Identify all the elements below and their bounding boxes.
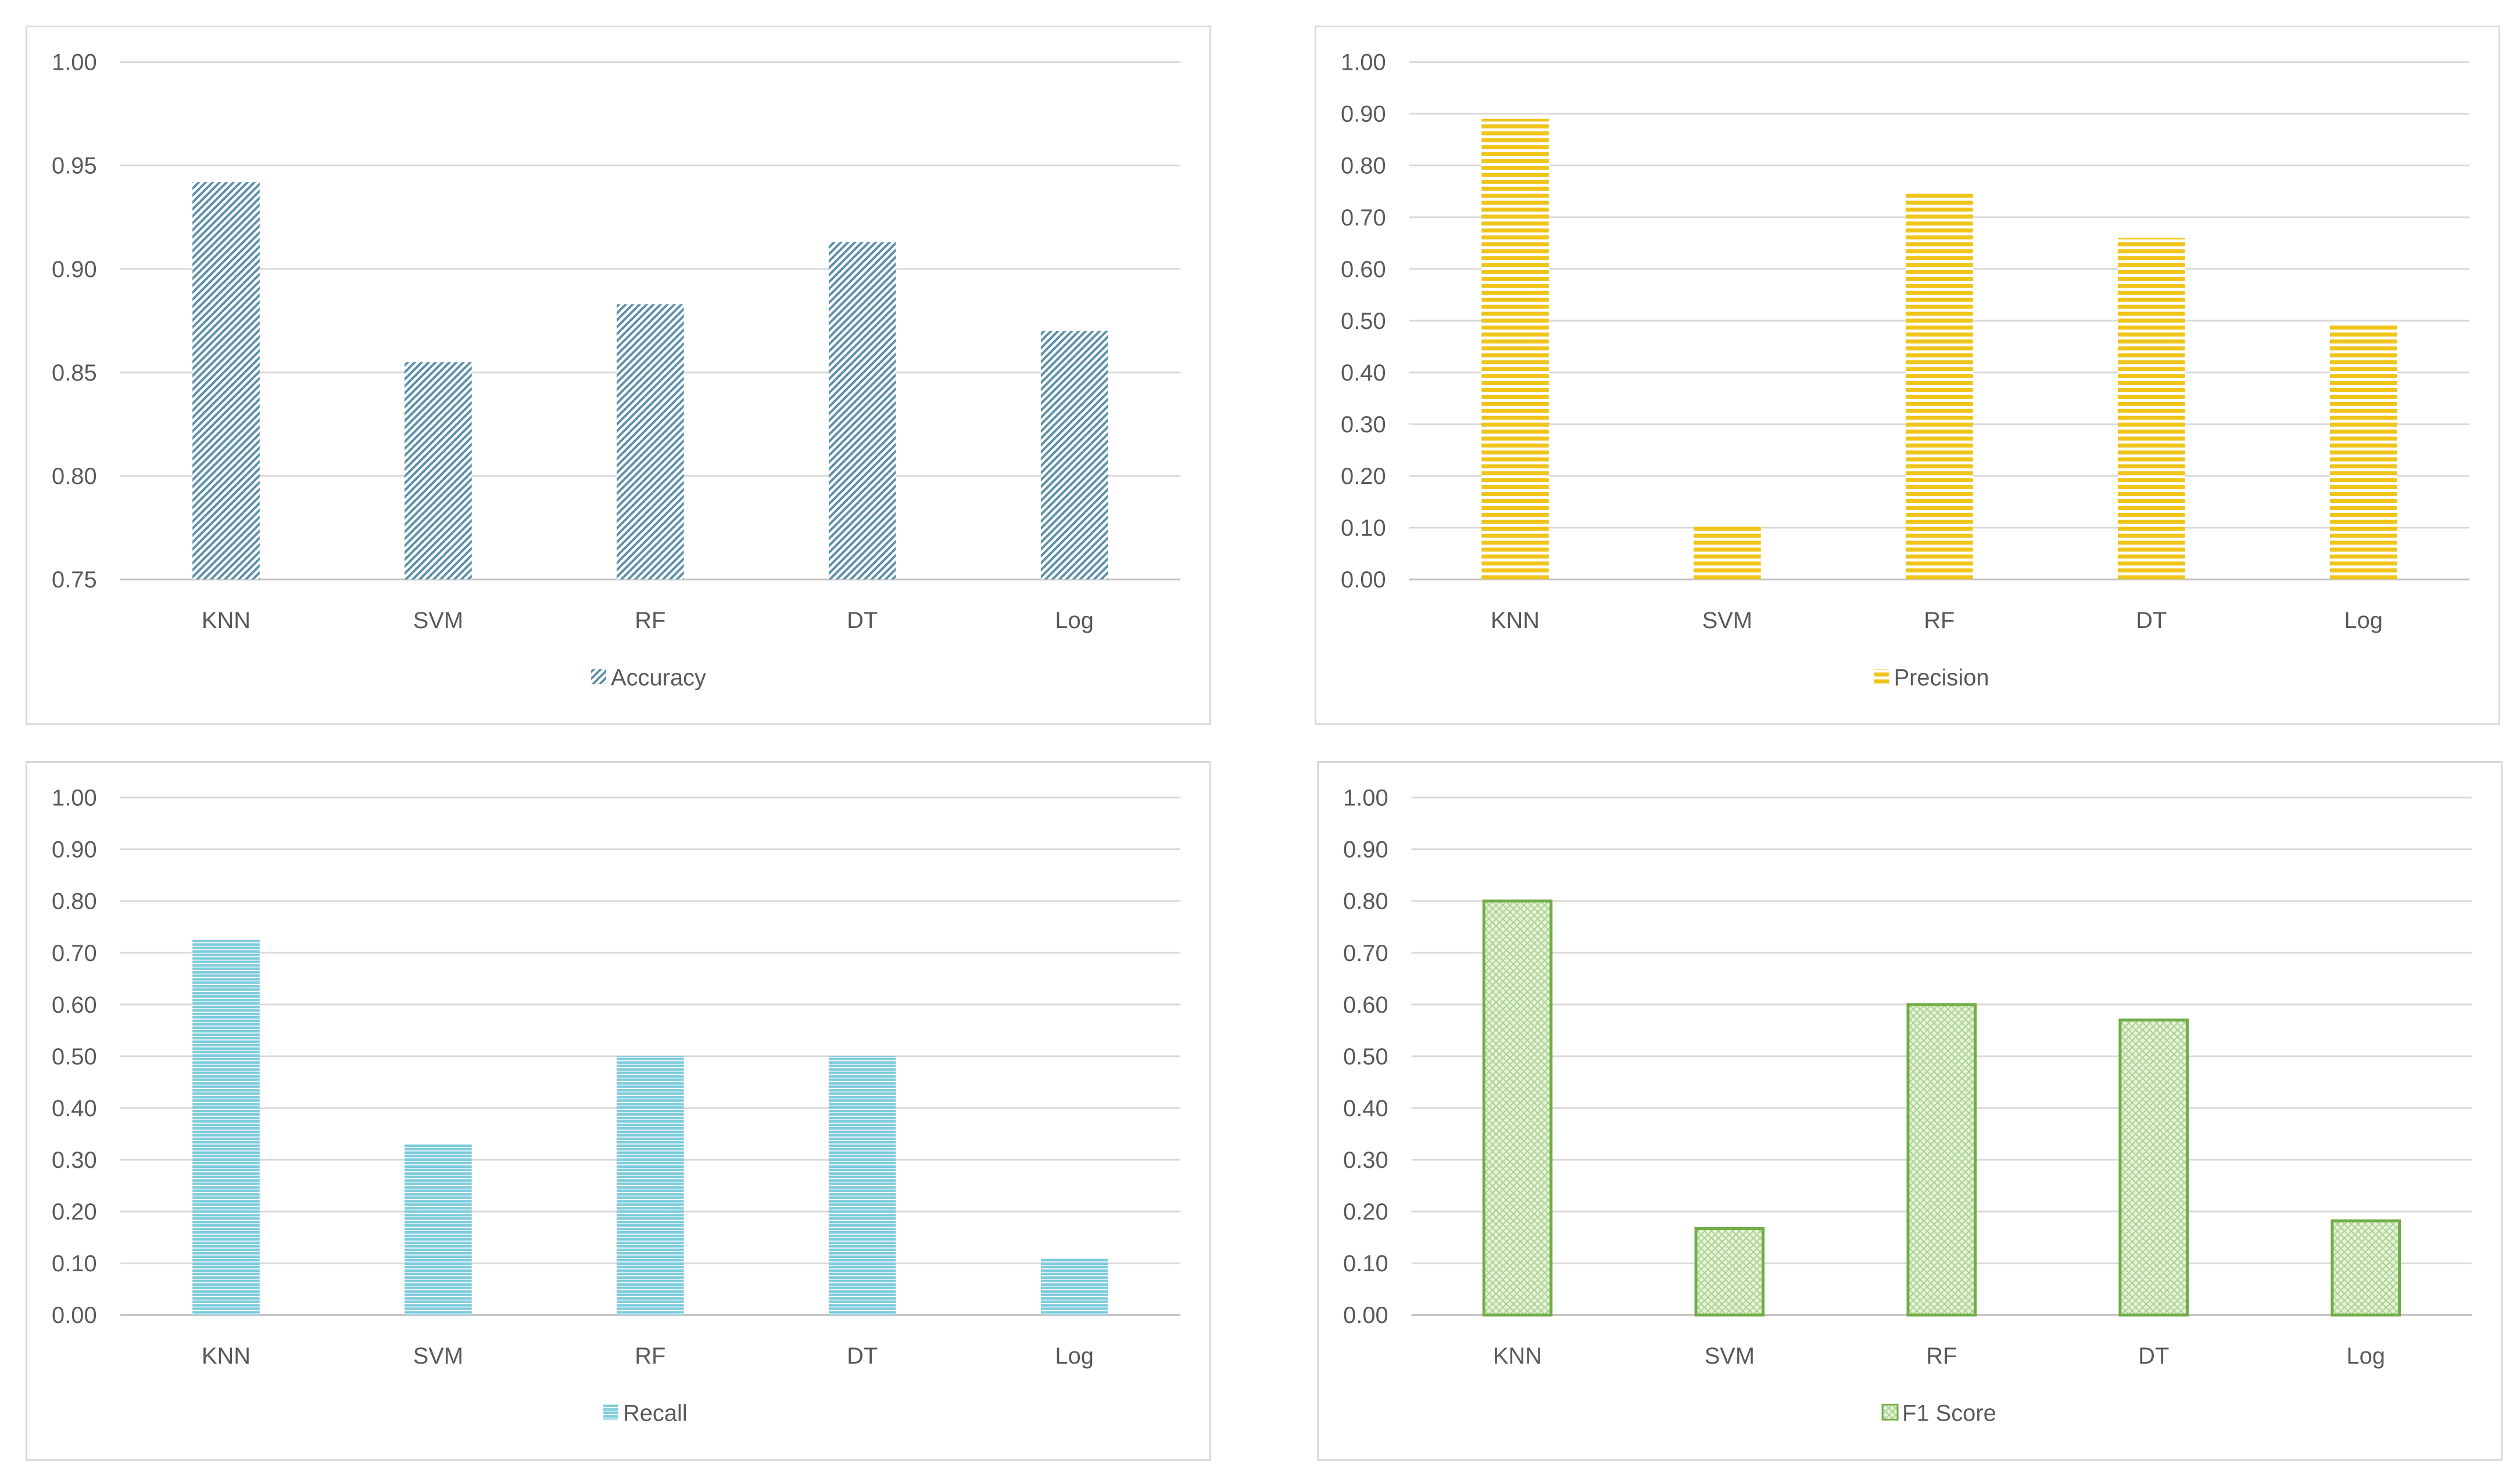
f1-score-chart: 0.00 0.10 0.20 0.30 0.40 0.50 0.60 0.70 0.80 0.90…: [1343, 786, 2472, 1426]
category-label: Log: [2346, 1343, 2385, 1369]
accuracy-chart: 0.75 0.80 0.85 0.90 0.95 1.00 KNN SVM RF DT Log Acc…: [52, 50, 1181, 690]
category-label: RF: [1926, 1343, 1957, 1369]
category-label: KNN: [1491, 608, 1540, 633]
bar-rf: [1906, 1003, 1977, 1317]
category-label: Log: [1055, 608, 1094, 633]
y-tick-label: 0.10: [52, 1251, 97, 1276]
bar-dt: [2117, 238, 2185, 580]
y-tick-label: 0.20: [1341, 464, 1386, 489]
category-label: KNN: [202, 608, 250, 633]
y-tick-label: 0.30: [1341, 412, 1386, 438]
y-tick-label: 0.50: [52, 1044, 97, 1070]
precision-chart: 0.00 0.10 0.20 0.30 0.40 0.50 0.60 0.70 0.80 0.90…: [1341, 50, 2470, 690]
y-tick-label: 0.70: [1341, 205, 1386, 231]
y-tick-label: 0.80: [1341, 153, 1386, 179]
y-tick-label: 0.20: [52, 1199, 97, 1225]
bar-knn: [1482, 899, 1553, 1317]
category-label: Log: [1055, 1343, 1094, 1369]
bar-svm: [405, 362, 472, 580]
legend-swatch: [1874, 669, 1889, 684]
category-label: DT: [847, 1343, 878, 1369]
bar-dt: [828, 1056, 896, 1315]
y-tick-label: 0.80: [1343, 889, 1388, 915]
bar-log: [1040, 1258, 1108, 1315]
y-tick-label: 0.80: [52, 464, 97, 489]
y-tick-label: 0.90: [52, 837, 97, 863]
y-tick-label: 0.30: [1343, 1147, 1388, 1173]
bar-log: [2329, 323, 2397, 580]
y-tick-label: 0.70: [1343, 941, 1388, 966]
y-tick-label: 1.00: [52, 786, 97, 811]
y-tick-label: 1.00: [1343, 786, 1388, 811]
y-tick-label: 0.60: [52, 992, 97, 1018]
category-label: RF: [1924, 608, 1955, 633]
y-tick-label: 0.40: [1343, 1096, 1388, 1121]
legend-swatch: [591, 669, 607, 684]
y-tick-label: 0.00: [1343, 1303, 1388, 1328]
y-tick-label: 0.90: [52, 257, 97, 282]
bar-rf: [1906, 191, 1973, 580]
bar-knn: [192, 182, 260, 580]
bar-dt: [828, 242, 896, 580]
bar-log: [2331, 1219, 2401, 1317]
y-tick-label: 0.50: [1341, 309, 1386, 334]
y-tick-label: 0.20: [1343, 1199, 1388, 1225]
bar-rf: [617, 304, 684, 580]
y-tick-label: 0.75: [52, 567, 97, 593]
bar-svm: [1694, 1227, 1765, 1317]
accuracy-chart-panel: 0.75 0.80 0.85 0.90 0.95 1.00 KNN SVM RF DT Log Acc…: [26, 26, 1211, 725]
category-label: DT: [847, 608, 878, 633]
y-tick-label: 1.00: [1341, 50, 1386, 76]
legend-swatch: [1881, 1403, 1899, 1421]
y-tick-label: 0.70: [52, 941, 97, 966]
y-tick-label: 0.85: [52, 360, 97, 386]
y-tick-label: 0.00: [1341, 567, 1386, 593]
bar-knn: [1481, 119, 1549, 580]
legend-label: Recall: [623, 1400, 688, 1426]
category-label: SVM: [413, 1343, 463, 1369]
recall-chart: 0.00 0.10 0.20 0.30 0.40 0.50 0.60 0.70 0.80 0.90…: [52, 786, 1181, 1426]
y-tick-label: 0.40: [52, 1096, 97, 1121]
category-label: SVM: [1705, 1343, 1755, 1369]
category-label: SVM: [413, 608, 463, 633]
y-tick-label: 0.00: [52, 1303, 97, 1328]
bar-dt: [2118, 1019, 2189, 1317]
bar-svm: [405, 1144, 472, 1315]
category-label: DT: [2136, 608, 2167, 633]
legend-label: Precision: [1894, 665, 1989, 690]
category-label: SVM: [1702, 608, 1752, 633]
f1-score-chart-panel: 0.00 0.10 0.20 0.30 0.40 0.50 0.60 0.70 0.80 0.90…: [1317, 761, 2503, 1461]
legend-label: Accuracy: [611, 665, 706, 690]
category-label: RF: [635, 608, 665, 633]
category-label: KNN: [1493, 1343, 1542, 1369]
category-label: KNN: [202, 1343, 250, 1369]
y-tick-label: 1.00: [52, 50, 97, 76]
y-tick-label: 0.60: [1343, 992, 1388, 1018]
y-tick-label: 0.95: [52, 153, 97, 179]
precision-chart-panel: 0.00 0.10 0.20 0.30 0.40 0.50 0.60 0.70 0.80 0.90…: [1315, 26, 2500, 725]
y-tick-label: 0.60: [1341, 257, 1386, 282]
bar-knn: [192, 939, 260, 1315]
y-tick-label: 0.50: [1343, 1044, 1388, 1070]
legend-swatch: [603, 1404, 618, 1420]
bar-svm: [1694, 525, 1761, 580]
y-tick-label: 0.90: [1343, 837, 1388, 863]
recall-chart-panel: 0.00 0.10 0.20 0.30 0.40 0.50 0.60 0.70 0.80 0.90…: [26, 761, 1211, 1461]
category-label: RF: [635, 1343, 665, 1369]
y-tick-label: 0.90: [1341, 102, 1386, 127]
bar-rf: [617, 1056, 684, 1315]
bar-log: [1040, 331, 1108, 580]
y-tick-label: 0.30: [52, 1147, 97, 1173]
category-label: Log: [2344, 608, 2383, 633]
y-tick-label: 0.10: [1341, 515, 1386, 541]
y-tick-label: 0.80: [52, 889, 97, 915]
legend-label: F1 Score: [1902, 1400, 1996, 1426]
category-label: DT: [2138, 1343, 2169, 1369]
y-tick-label: 0.10: [1343, 1251, 1388, 1276]
y-tick-label: 0.40: [1341, 360, 1386, 386]
